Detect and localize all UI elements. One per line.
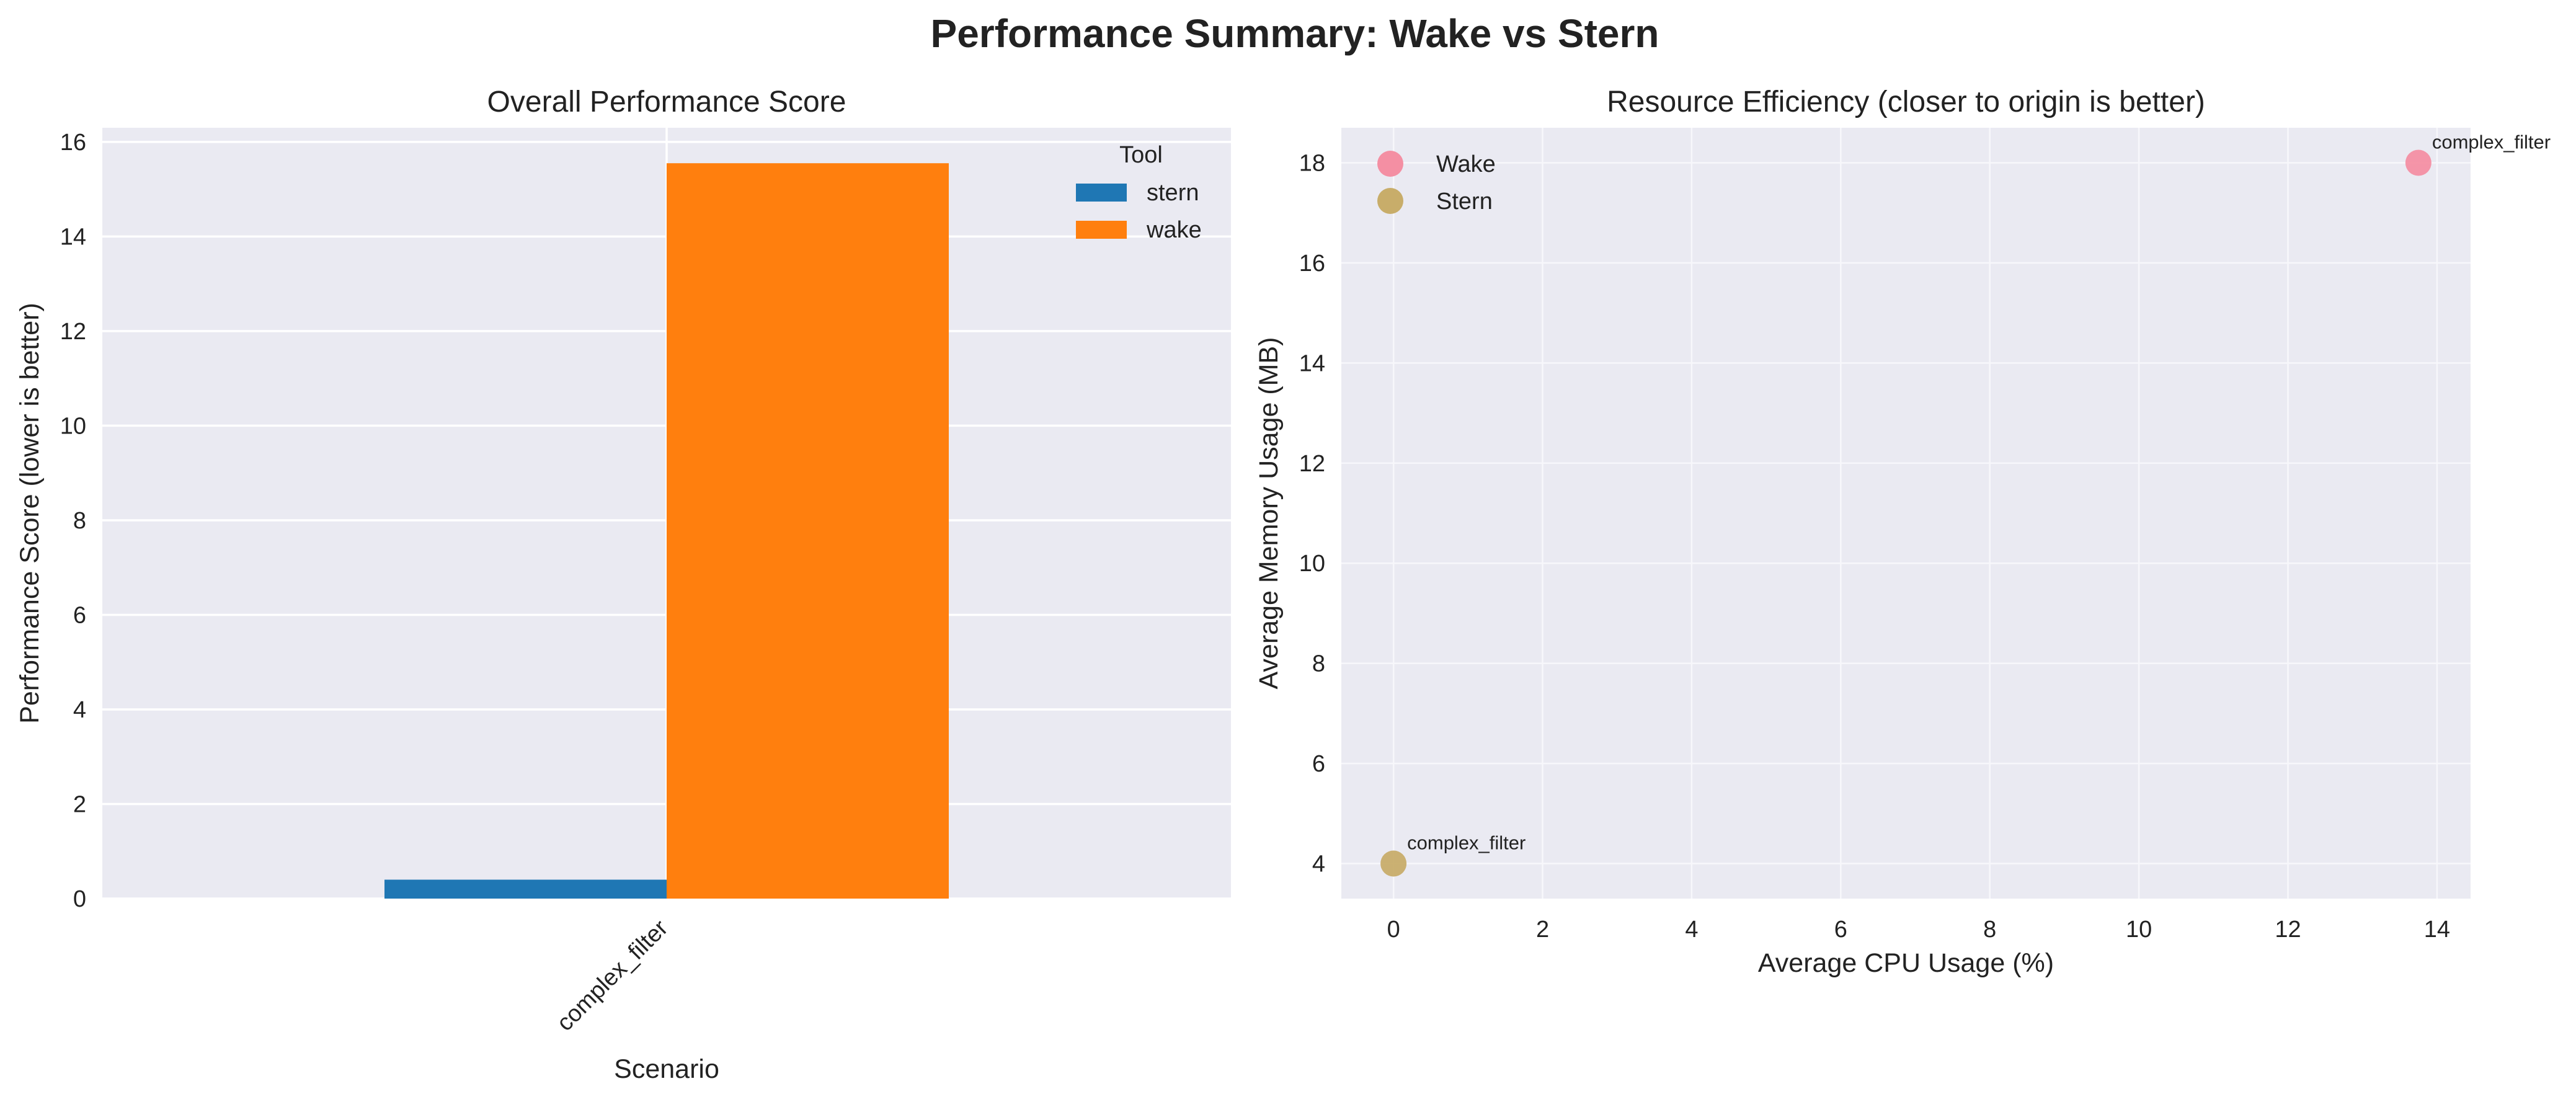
bar-stern-complex_filter bbox=[384, 879, 667, 899]
x-tick-label: 10 bbox=[2126, 917, 2152, 943]
x-axis-label: Scenario bbox=[614, 1054, 719, 1084]
bar-wake-complex_filter bbox=[667, 163, 949, 899]
y-tick-label: 10 bbox=[60, 413, 86, 439]
performance-score-bar-chart: 0 2 4 6 8 10 12 14 16 complex_filter Overall Perfo… bbox=[15, 86, 1231, 1084]
y-tick-label: 14 bbox=[1299, 350, 1325, 376]
point-annotation-stern: complex_filter bbox=[1407, 832, 1526, 854]
y-axis-label: Average Memory Usage (MB) bbox=[1254, 337, 1284, 690]
x-tick-label: 0 bbox=[1387, 917, 1400, 943]
x-tick-label: 14 bbox=[2424, 917, 2450, 943]
x-tick-label: 8 bbox=[1983, 917, 1996, 943]
x-tick-label: 2 bbox=[1536, 917, 1549, 943]
legend-marker-stern bbox=[1377, 188, 1403, 214]
y-axis-label: Performance Score (lower is better) bbox=[15, 303, 45, 724]
y-tick-label: 4 bbox=[73, 697, 86, 723]
y-tick-label: 12 bbox=[1299, 451, 1325, 477]
legend-title: Tool bbox=[1119, 142, 1163, 168]
y-tick-label: 16 bbox=[1299, 251, 1325, 277]
legend-label-stern: Stern bbox=[1436, 189, 1493, 215]
y-tick-label: 14 bbox=[60, 224, 86, 250]
legend: Tool stern wake bbox=[1076, 142, 1202, 243]
y-tick-label: 8 bbox=[1312, 651, 1325, 677]
scatter-chart-title: Resource Efficiency (closer to origin is… bbox=[1607, 86, 2205, 118]
y-tick-label: 2 bbox=[73, 791, 86, 817]
x-tick-label: 6 bbox=[1834, 917, 1847, 943]
legend-marker-wake bbox=[1377, 151, 1403, 177]
legend-label-wake: Wake bbox=[1436, 151, 1496, 177]
x-tick-label: 12 bbox=[2275, 917, 2301, 943]
legend-swatch-wake bbox=[1076, 221, 1127, 239]
plot-area-background bbox=[1341, 128, 2471, 899]
x-tick-label: 4 bbox=[1685, 917, 1698, 943]
figure-suptitle: Performance Summary: Wake vs Stern bbox=[931, 11, 1659, 56]
y-tick-label: 4 bbox=[1312, 851, 1325, 878]
x-tick-label: complex_filter bbox=[552, 915, 673, 1036]
legend-label-stern: stern bbox=[1147, 180, 1199, 206]
y-tick-label: 8 bbox=[73, 508, 86, 534]
y-tick-label: 12 bbox=[60, 319, 86, 345]
y-tick-label: 18 bbox=[1299, 151, 1325, 177]
bar-chart-title: Overall Performance Score bbox=[487, 86, 846, 118]
point-wake-complex_filter bbox=[2405, 149, 2432, 176]
y-tick-label: 10 bbox=[1299, 551, 1325, 577]
y-tick-label: 16 bbox=[60, 130, 86, 156]
resource-efficiency-scatter-chart: 0 2 4 6 8 10 12 144681012141618complex_filterco… bbox=[1254, 86, 2551, 978]
legend-swatch-stern bbox=[1076, 184, 1127, 202]
legend: Wake Stern bbox=[1377, 151, 1496, 215]
y-tick-label: 6 bbox=[1312, 751, 1325, 777]
y-tick-label: 6 bbox=[73, 602, 86, 628]
point-stern-complex_filter bbox=[1380, 850, 1407, 877]
point-annotation-wake: complex_filter bbox=[2432, 131, 2551, 153]
y-tick-label: 0 bbox=[73, 886, 86, 912]
x-axis-label: Average CPU Usage (%) bbox=[1758, 948, 2054, 978]
legend-label-wake: wake bbox=[1146, 217, 1202, 243]
